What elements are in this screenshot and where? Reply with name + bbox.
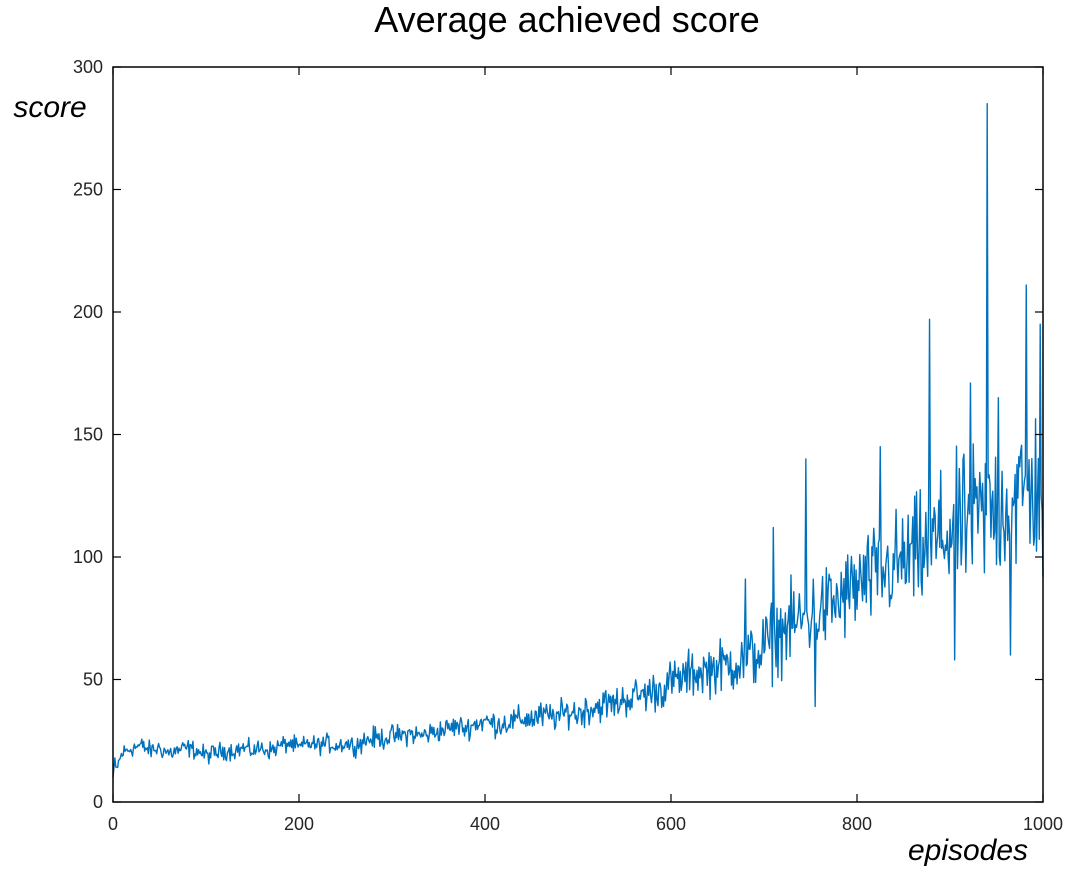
y-tick-label: 50 <box>83 670 103 690</box>
axis-ticks: 0 200 400 600 800 1000 0 50 100 150 200 250 300 <box>73 57 1063 834</box>
y-axis-label: score <box>13 91 86 124</box>
chart-title: Average achieved score <box>374 0 760 40</box>
y-tick-label: 200 <box>73 302 103 322</box>
x-tick-label: 1000 <box>1023 814 1063 834</box>
plot-frame <box>112 66 1044 803</box>
score-series-line <box>112 103 1044 778</box>
x-tick-label: 400 <box>470 814 500 834</box>
y-tick-label: 250 <box>73 180 103 200</box>
x-tick-label: 600 <box>656 814 686 834</box>
y-tick-label: 0 <box>93 792 103 812</box>
plot-area <box>112 103 1044 778</box>
x-axis-label: episodes <box>908 834 1028 867</box>
y-tick-label: 300 <box>73 57 103 77</box>
x-tick-label: 800 <box>842 814 872 834</box>
x-tick-label: 200 <box>284 814 314 834</box>
y-tick-label: 100 <box>73 547 103 567</box>
y-tick-label: 150 <box>73 425 103 445</box>
x-tick-label: 0 <box>108 814 118 834</box>
